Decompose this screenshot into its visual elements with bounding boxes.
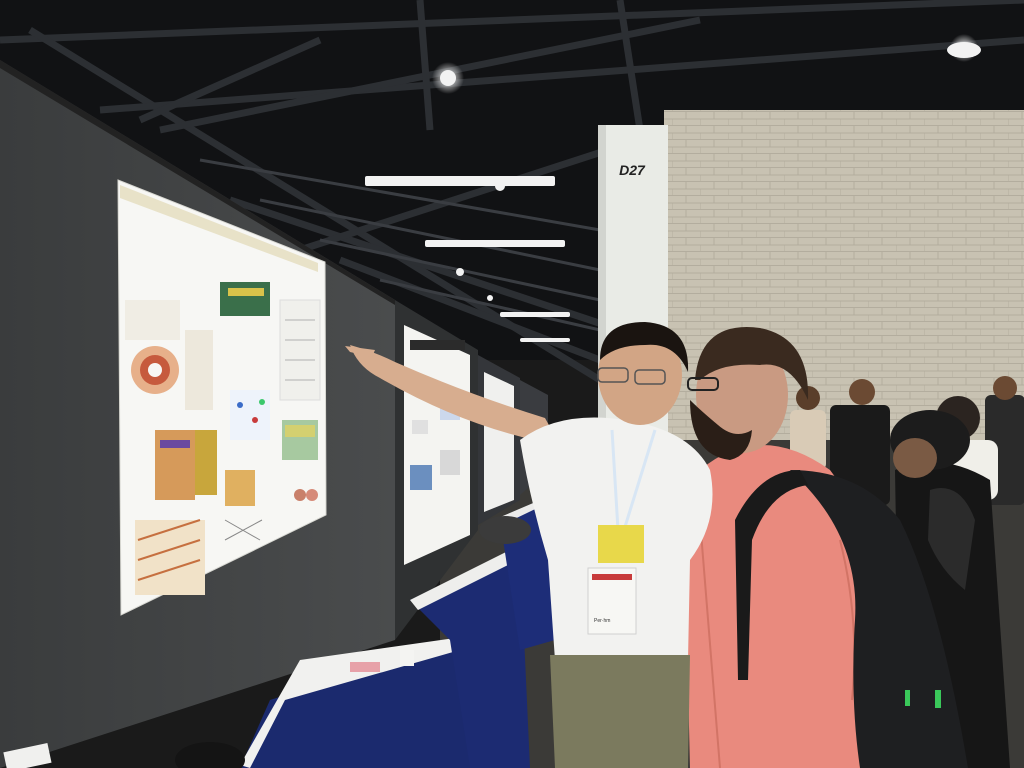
poster-table-middle xyxy=(410,548,530,768)
paper-cup xyxy=(400,650,414,666)
attendee-man-pink-shirt xyxy=(685,327,968,768)
poster-main-figures xyxy=(120,185,321,595)
poster-table-front xyxy=(240,640,470,768)
pillar-sign-d27: D27 xyxy=(619,162,645,178)
name-badge-text: Per·hm xyxy=(594,618,611,624)
dark-bag-floor xyxy=(175,742,245,768)
ceiling-trusses xyxy=(0,0,1024,383)
research-poster-second xyxy=(404,325,470,565)
ceiling-lights xyxy=(365,34,981,342)
research-poster-third xyxy=(484,372,514,512)
research-poster-main xyxy=(117,179,327,616)
lanyard-badge-yellow xyxy=(598,525,644,563)
paper-bottom-left xyxy=(3,743,52,768)
sticky-note xyxy=(350,662,380,672)
pointing-arm xyxy=(350,345,560,445)
bag-on-table xyxy=(479,516,531,544)
attendee-man-white-shirt xyxy=(345,322,713,768)
